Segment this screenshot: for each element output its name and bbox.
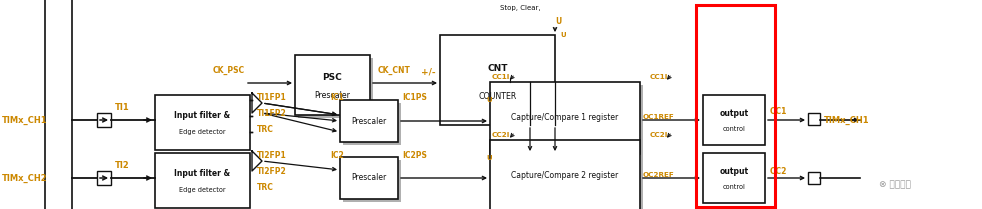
Text: TRC: TRC	[257, 125, 274, 135]
Bar	[155, 95, 250, 150]
Text: COUNTER: COUNTER	[478, 92, 517, 101]
Bar	[295, 55, 370, 115]
Text: Stop, Clear,: Stop, Clear,	[500, 5, 541, 11]
Text: Prescaler: Prescaler	[314, 91, 351, 100]
Bar	[155, 153, 250, 208]
Text: Edge detector: Edge detector	[179, 129, 226, 135]
Polygon shape	[252, 151, 262, 171]
Text: output: output	[720, 109, 748, 118]
Bar	[298, 58, 373, 118]
Text: U: U	[560, 32, 566, 38]
Text: TI2: TI2	[115, 161, 130, 169]
Text: Capture/Compare 1 register: Capture/Compare 1 register	[512, 113, 619, 122]
Text: OC1REF: OC1REF	[643, 114, 675, 120]
Text: output: output	[720, 167, 748, 176]
Text: U: U	[555, 18, 562, 27]
Bar	[97, 171, 111, 185]
Bar	[808, 113, 820, 125]
Text: ⊗ 创新互联: ⊗ 创新互联	[879, 181, 911, 190]
Text: TI1: TI1	[115, 102, 130, 111]
Text: Edge detector: Edge detector	[179, 187, 226, 193]
Bar	[703, 153, 765, 203]
Text: CK_PSC: CK_PSC	[213, 65, 245, 75]
Text: TIMx_CH1: TIMx_CH1	[2, 115, 47, 125]
Text: TI2FP2: TI2FP2	[257, 167, 287, 176]
Bar	[340, 100, 398, 142]
Bar	[343, 103, 401, 145]
Text: +/-: +/-	[420, 68, 435, 76]
Text: TIMx_CH2: TIMx_CH2	[2, 173, 47, 183]
Text: Input filter &: Input filter &	[175, 111, 231, 120]
Text: CC1I: CC1I	[492, 74, 511, 80]
Text: TI2FP1: TI2FP1	[257, 150, 287, 159]
Text: IC2PS: IC2PS	[402, 150, 427, 159]
Polygon shape	[252, 93, 262, 113]
Text: CC2I: CC2I	[650, 132, 669, 138]
Text: TIMx_CH1: TIMx_CH1	[824, 115, 870, 125]
Text: control: control	[723, 126, 745, 132]
Text: PSC: PSC	[323, 73, 343, 82]
Text: OC2: OC2	[770, 167, 788, 176]
Text: OC1: OC1	[770, 107, 788, 116]
Bar	[703, 95, 765, 145]
Bar	[440, 35, 555, 125]
Text: IC2: IC2	[330, 150, 344, 159]
Text: OC2REF: OC2REF	[643, 172, 675, 178]
Text: TI1FP2: TI1FP2	[257, 108, 287, 117]
Bar	[808, 172, 820, 184]
Text: control: control	[723, 184, 745, 190]
Bar	[343, 160, 401, 202]
Text: CC1I: CC1I	[650, 74, 669, 80]
Text: Prescaler: Prescaler	[352, 116, 387, 125]
Text: TI1FP1: TI1FP1	[257, 93, 287, 102]
Text: Prescaler: Prescaler	[352, 173, 387, 182]
Bar	[490, 82, 640, 154]
Text: CK_CNT: CK_CNT	[378, 65, 410, 75]
Bar	[493, 85, 643, 157]
Bar	[490, 140, 640, 209]
Bar	[340, 157, 398, 199]
Text: TRC: TRC	[257, 184, 274, 192]
Text: Input filter &: Input filter &	[175, 169, 231, 178]
Bar	[97, 113, 111, 127]
Text: U: U	[486, 155, 492, 161]
Text: Capture/Compare 2 register: Capture/Compare 2 register	[512, 172, 619, 181]
Bar	[493, 143, 643, 209]
Text: CC2I: CC2I	[492, 132, 511, 138]
Text: IC1PS: IC1PS	[402, 93, 427, 102]
Text: CNT: CNT	[487, 64, 508, 73]
Text: IC1: IC1	[330, 93, 344, 102]
Text: U: U	[486, 97, 492, 103]
Bar	[696, 5, 775, 207]
